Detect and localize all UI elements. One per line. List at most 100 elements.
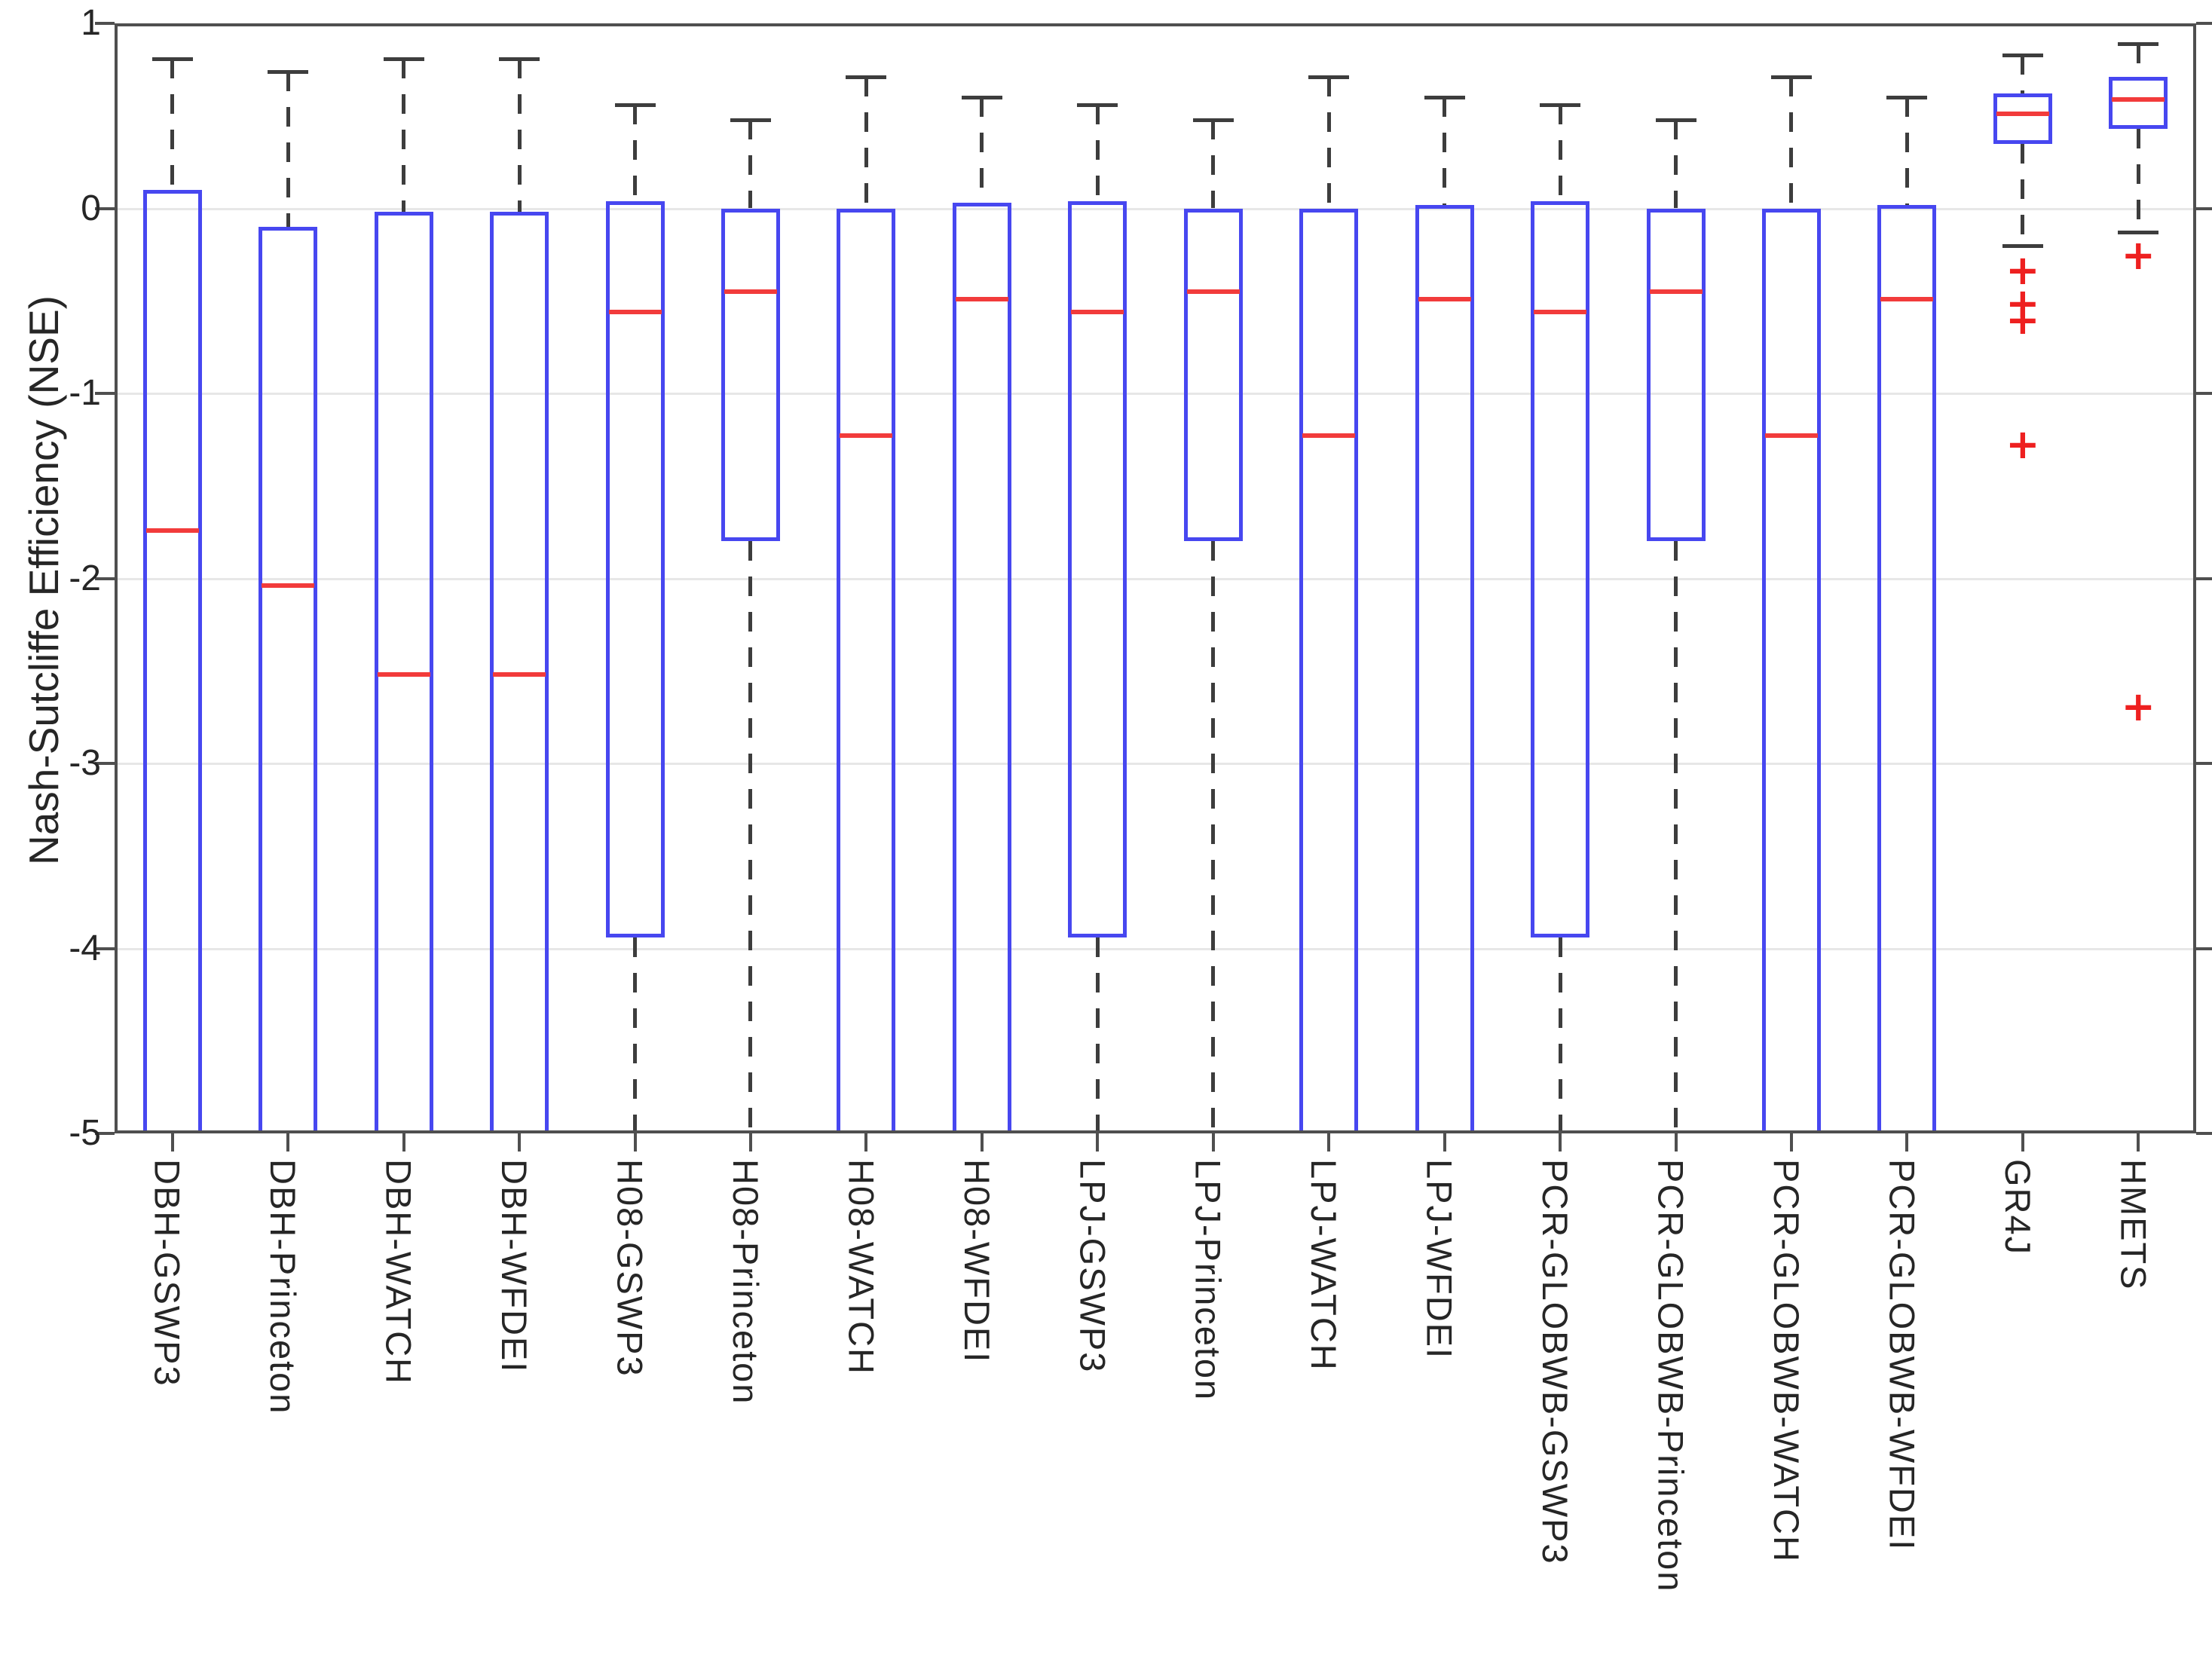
median-PCR-GLOBWB-GSWP3 <box>1534 309 1587 314</box>
median-DBH-WATCH <box>377 672 430 677</box>
y-tick-right--2 <box>2196 577 2212 580</box>
y-tick-label--2: -2 <box>69 558 101 598</box>
box-DBH-WATCH <box>374 212 433 1130</box>
box-H08-WFDEI <box>952 203 1011 1130</box>
upper-whisker-cap-DBH-GSWP3 <box>151 57 193 61</box>
box-DBH-GSWP3 <box>142 189 202 1130</box>
outlier-marker-GR4J-3: + <box>2005 420 2040 468</box>
gridline--2 <box>118 577 2193 580</box>
upper-whisker-cap-GR4J <box>2002 53 2043 57</box>
lower-whisker-cap-HMETS <box>2118 231 2159 235</box>
box-LPJ-WFDEI <box>1415 204 1474 1130</box>
x-tick-label-H08-WATCH: H08-WATCH <box>841 1159 882 1375</box>
upper-whisker-H08-WATCH <box>864 77 868 209</box>
median-DBH-WFDEI <box>493 672 546 677</box>
x-tick-DBH-GSWP3 <box>170 1133 174 1152</box>
upper-whisker-HMETS <box>2136 44 2140 78</box>
box-PCR-GLOBWB-WFDEI <box>1877 204 1937 1130</box>
median-HMETS <box>2112 96 2165 102</box>
y-tick-label--4: -4 <box>69 928 101 968</box>
box-PCR-GLOBWB-Princeton <box>1646 208 1706 542</box>
x-tick-H08-Princeton <box>748 1133 752 1152</box>
y-tick-label--3: -3 <box>69 743 101 783</box>
x-tick-label-LPJ-WATCH: LPJ-WATCH <box>1304 1159 1345 1372</box>
gridline--3 <box>118 763 2193 765</box>
y-tick-label--1: -1 <box>69 373 101 413</box>
upper-whisker-cap-PCR-GLOBWB-WFDEI <box>1886 96 1928 100</box>
y-tick--4 <box>95 947 115 950</box>
upper-whisker-cap-DBH-Princeton <box>268 69 309 74</box>
x-tick-label-DBH-Princeton: DBH-Princeton <box>263 1159 304 1415</box>
upper-whisker-cap-LPJ-WATCH <box>1308 75 1350 80</box>
upper-whisker-DBH-Princeton <box>286 71 290 228</box>
x-tick-label-PCR-GLOBWB-Princeton: PCR-GLOBWB-Princeton <box>1651 1159 1691 1593</box>
outlier-marker-GR4J-2: + <box>2005 296 2040 344</box>
upper-whisker-LPJ-Princeton <box>1211 119 1216 209</box>
upper-whisker-H08-WFDEI <box>980 97 984 203</box>
outlier-marker-HMETS-1: + <box>2121 683 2155 731</box>
median-LPJ-Princeton <box>1186 289 1240 294</box>
median-LPJ-WATCH <box>1302 433 1356 439</box>
median-H08-GSWP3 <box>608 309 662 314</box>
x-tick-GR4J <box>2021 1133 2024 1152</box>
y-tick--3 <box>95 762 115 765</box>
y-tick--5 <box>95 1132 115 1135</box>
gridline--4 <box>118 947 2193 950</box>
x-tick-PCR-GLOBWB-WATCH <box>1789 1133 1793 1152</box>
upper-whisker-LPJ-WATCH <box>1326 77 1331 209</box>
box-PCR-GLOBWB-GSWP3 <box>1531 200 1590 937</box>
gridline-0 <box>118 207 2193 210</box>
x-tick-label-HMETS: HMETS <box>2113 1159 2154 1291</box>
x-tick-DBH-Princeton <box>286 1133 290 1152</box>
x-tick-DBH-WATCH <box>402 1133 405 1152</box>
x-tick-label-LPJ-WFDEI: LPJ-WFDEI <box>1419 1159 1460 1360</box>
x-tick-H08-WATCH <box>864 1133 868 1152</box>
lower-whisker-HMETS <box>2136 128 2140 233</box>
x-tick-label-H08-GSWP3: H08-GSWP3 <box>610 1159 650 1378</box>
y-tick-right--5 <box>2196 1132 2212 1135</box>
lower-whisker-GR4J <box>2021 143 2025 246</box>
upper-whisker-PCR-GLOBWB-WFDEI <box>1905 97 1909 205</box>
y-tick-label-1: 1 <box>81 3 101 43</box>
y-tick-right-1 <box>2196 22 2212 25</box>
upper-whisker-DBH-WFDEI <box>517 58 522 213</box>
y-tick-0 <box>95 206 115 210</box>
median-PCR-GLOBWB-Princeton <box>1649 289 1703 294</box>
upper-whisker-cap-DBH-WFDEI <box>499 57 540 61</box>
x-tick-PCR-GLOBWB-Princeton <box>1674 1133 1678 1152</box>
median-H08-WATCH <box>840 433 893 439</box>
x-tick-H08-GSWP3 <box>633 1133 637 1152</box>
x-tick-label-PCR-GLOBWB-GSWP3: PCR-GLOBWB-GSWP3 <box>1535 1159 1576 1565</box>
y-tick--1 <box>95 392 115 395</box>
plot-frame <box>115 23 2196 1133</box>
x-tick-PCR-GLOBWB-WFDEI <box>1905 1133 1909 1152</box>
lower-whisker-PCR-GLOBWB-Princeton <box>1674 541 1678 1130</box>
outlier-marker-HMETS-0: + <box>2121 231 2155 280</box>
median-LPJ-WFDEI <box>1418 296 1471 301</box>
upper-whisker-cap-PCR-GLOBWB-WATCH <box>1770 75 1812 80</box>
upper-whisker-cap-H08-WATCH <box>846 75 887 80</box>
upper-whisker-cap-H08-WFDEI <box>961 96 1002 100</box>
lower-whisker-cap-GR4J <box>2002 243 2043 248</box>
median-DBH-GSWP3 <box>145 528 199 533</box>
box-LPJ-WATCH <box>1299 208 1359 1130</box>
upper-whisker-cap-H08-GSWP3 <box>614 103 656 108</box>
upper-whisker-cap-LPJ-GSWP3 <box>1077 103 1118 108</box>
median-H08-WFDEI <box>955 296 1008 301</box>
y-tick-right--4 <box>2196 947 2212 950</box>
box-PCR-GLOBWB-WATCH <box>1761 208 1821 1130</box>
median-DBH-Princeton <box>262 583 315 589</box>
upper-whisker-H08-GSWP3 <box>633 105 637 201</box>
median-PCR-GLOBWB-WATCH <box>1764 433 1818 439</box>
x-tick-label-DBH-GSWP3: DBH-GSWP3 <box>147 1159 188 1387</box>
gridline--1 <box>118 393 2193 395</box>
upper-whisker-DBH-WATCH <box>402 58 406 213</box>
x-tick-label-H08-Princeton: H08-Princeton <box>725 1159 766 1405</box>
x-tick-PCR-GLOBWB-GSWP3 <box>1559 1133 1562 1152</box>
x-tick-LPJ-WATCH <box>1327 1133 1331 1152</box>
box-DBH-WFDEI <box>490 212 549 1130</box>
box-LPJ-Princeton <box>1183 208 1243 542</box>
upper-whisker-GR4J <box>2021 54 2025 94</box>
y-tick--2 <box>95 577 115 580</box>
